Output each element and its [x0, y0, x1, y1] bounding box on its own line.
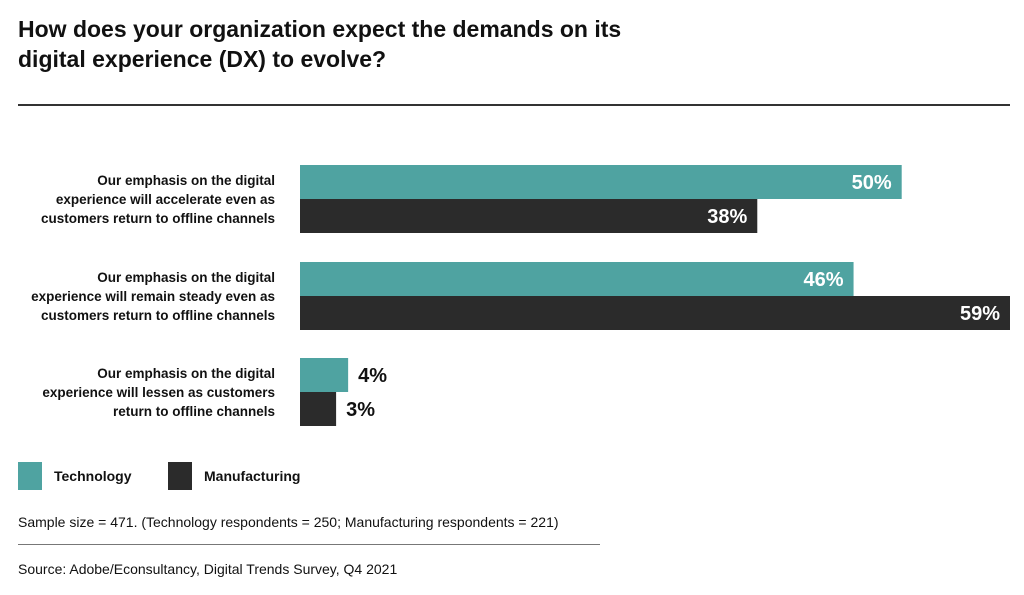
sample-size-note: Sample size = 471. (Technology responden…: [18, 514, 559, 530]
bar-technology: [300, 262, 854, 296]
value-label-manufacturing: 38%: [707, 206, 747, 228]
bar-technology: [300, 358, 349, 392]
value-label-technology: 46%: [804, 269, 844, 291]
category-label-line: Our emphasis on the digital: [97, 270, 275, 285]
category-label-line: Our emphasis on the digital: [97, 366, 275, 381]
category-label-line: experience will lessen as customers: [42, 385, 275, 400]
category-label-line: experience will accelerate even as: [56, 192, 275, 207]
category-label-line: customers return to offline channels: [41, 308, 275, 323]
category-label: Our emphasis on the digital experience wi…: [42, 366, 275, 419]
bar-technology: [300, 165, 902, 199]
chart-title: How does your organization expect the de…: [18, 16, 622, 72]
footer-divider: [18, 544, 600, 545]
category-label-line: Our emphasis on the digital: [97, 173, 275, 188]
bar-manufacturing: [300, 392, 337, 426]
title-divider: [18, 104, 1010, 106]
legend-swatch-technology: [18, 462, 42, 490]
value-label-manufacturing: 3%: [346, 399, 375, 421]
value-label-manufacturing: 59%: [960, 303, 1000, 325]
category-label-line: return to offline channels: [113, 404, 275, 419]
source-note: Source: Adobe/Econsultancy, Digital Tren…: [18, 561, 398, 577]
legend-technology: Technology: [18, 462, 132, 490]
bar-manufacturing: [300, 199, 758, 233]
category-label-line: experience will remain steady even as: [31, 289, 275, 304]
bar-manufacturing: [300, 296, 1010, 330]
legend-swatch-manufacturing: [168, 462, 192, 490]
value-label-technology: 4%: [358, 365, 387, 387]
legend-label-manufacturing: Manufacturing: [204, 468, 301, 484]
category-label: Our emphasis on the digital experience wi…: [31, 270, 275, 323]
category-label: Our emphasis on the digital experience wi…: [41, 173, 275, 226]
legend-manufacturing: Manufacturing: [168, 462, 300, 490]
category-label-line: customers return to offline channels: [41, 211, 275, 226]
value-label-technology: 50%: [852, 172, 892, 194]
bar-chart: Our emphasis on the digital experience wi…: [31, 165, 1010, 426]
legend-label-technology: Technology: [54, 468, 132, 484]
